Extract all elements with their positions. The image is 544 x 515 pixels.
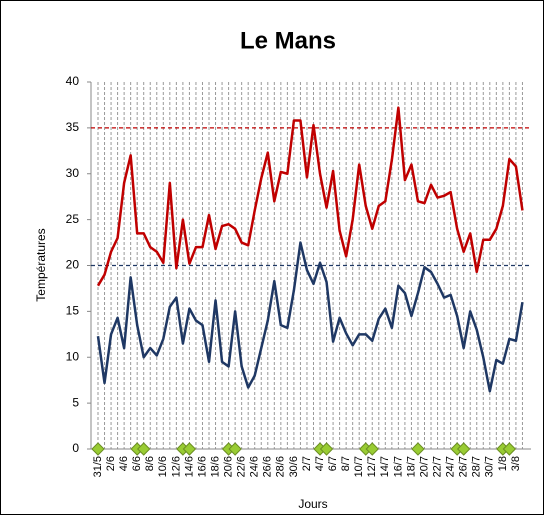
chart-title: Le Mans: [240, 27, 336, 54]
y-axis-label: Températures: [34, 228, 48, 301]
y-tick-label: 0: [72, 441, 79, 455]
x-tick-label: 28/7: [471, 456, 483, 477]
diamond-marker: [228, 442, 242, 456]
x-tick-label: 8/7: [340, 456, 352, 471]
x-tick-label: 2/6: [105, 456, 117, 471]
y-tick-label: 40: [66, 74, 80, 88]
diamond-marker: [91, 442, 105, 456]
y-tick-label: 10: [66, 349, 80, 363]
y-tick-label: 30: [66, 166, 80, 180]
diamond-marker: [502, 442, 517, 456]
x-tick-label: 10/7: [353, 456, 365, 477]
x-axis-label: Jours: [298, 497, 327, 511]
y-tick-label: 35: [66, 120, 80, 134]
x-tick-label: 22/7: [431, 456, 443, 477]
x-tick-label: 14/7: [379, 456, 391, 477]
x-tick-label: 3/8: [510, 456, 522, 471]
x-tick-label: 18/7: [405, 456, 417, 477]
x-tick-label: 18/6: [209, 456, 221, 477]
x-tick-label: 20/6: [223, 456, 235, 477]
y-tick-label: 15: [66, 304, 80, 318]
x-tick-label: 30/6: [288, 456, 300, 477]
x-tick-label: 6/6: [131, 456, 143, 471]
x-tick-label: 14/6: [183, 456, 195, 477]
diamond-marker: [456, 442, 471, 456]
x-tick-label: 26/7: [458, 456, 470, 477]
x-tick-label: 12/6: [170, 456, 182, 477]
x-tick-label: 24/7: [445, 456, 457, 477]
x-tick-label: 16/7: [392, 456, 404, 477]
diamond-marker: [137, 442, 151, 456]
diamond-marker: [365, 442, 379, 456]
y-tick-label: 20: [66, 258, 80, 272]
series-line: [96, 241, 524, 393]
y-tick-label: 25: [66, 212, 80, 226]
x-tick-label: 16/6: [196, 456, 208, 477]
x-tick-label: 31/5: [92, 456, 104, 477]
diamond-marker: [319, 442, 334, 456]
x-tick-label: 8/6: [144, 456, 156, 471]
x-tick-label: 28/6: [275, 456, 287, 477]
diamond-marker: [411, 442, 425, 456]
x-tick-label: 6/7: [327, 456, 339, 471]
y-tick-label: 5: [72, 395, 79, 409]
x-tick-label: 1/8: [497, 456, 509, 471]
x-tick-label: 2/7: [301, 456, 313, 471]
x-tick-label: 4/7: [314, 456, 326, 471]
x-tick-label: 24/6: [249, 456, 261, 477]
x-tick-label: 30/7: [484, 456, 496, 477]
series-line: [96, 106, 524, 287]
x-tick-label: 10/6: [157, 456, 169, 477]
x-tick-label: 26/6: [262, 456, 274, 477]
x-tick-label: 4/6: [118, 456, 130, 471]
x-tick-label: 12/7: [366, 456, 378, 477]
x-tick-label: 22/6: [236, 456, 248, 477]
x-tick-label: 20/7: [418, 456, 430, 477]
diamond-marker: [182, 442, 197, 456]
